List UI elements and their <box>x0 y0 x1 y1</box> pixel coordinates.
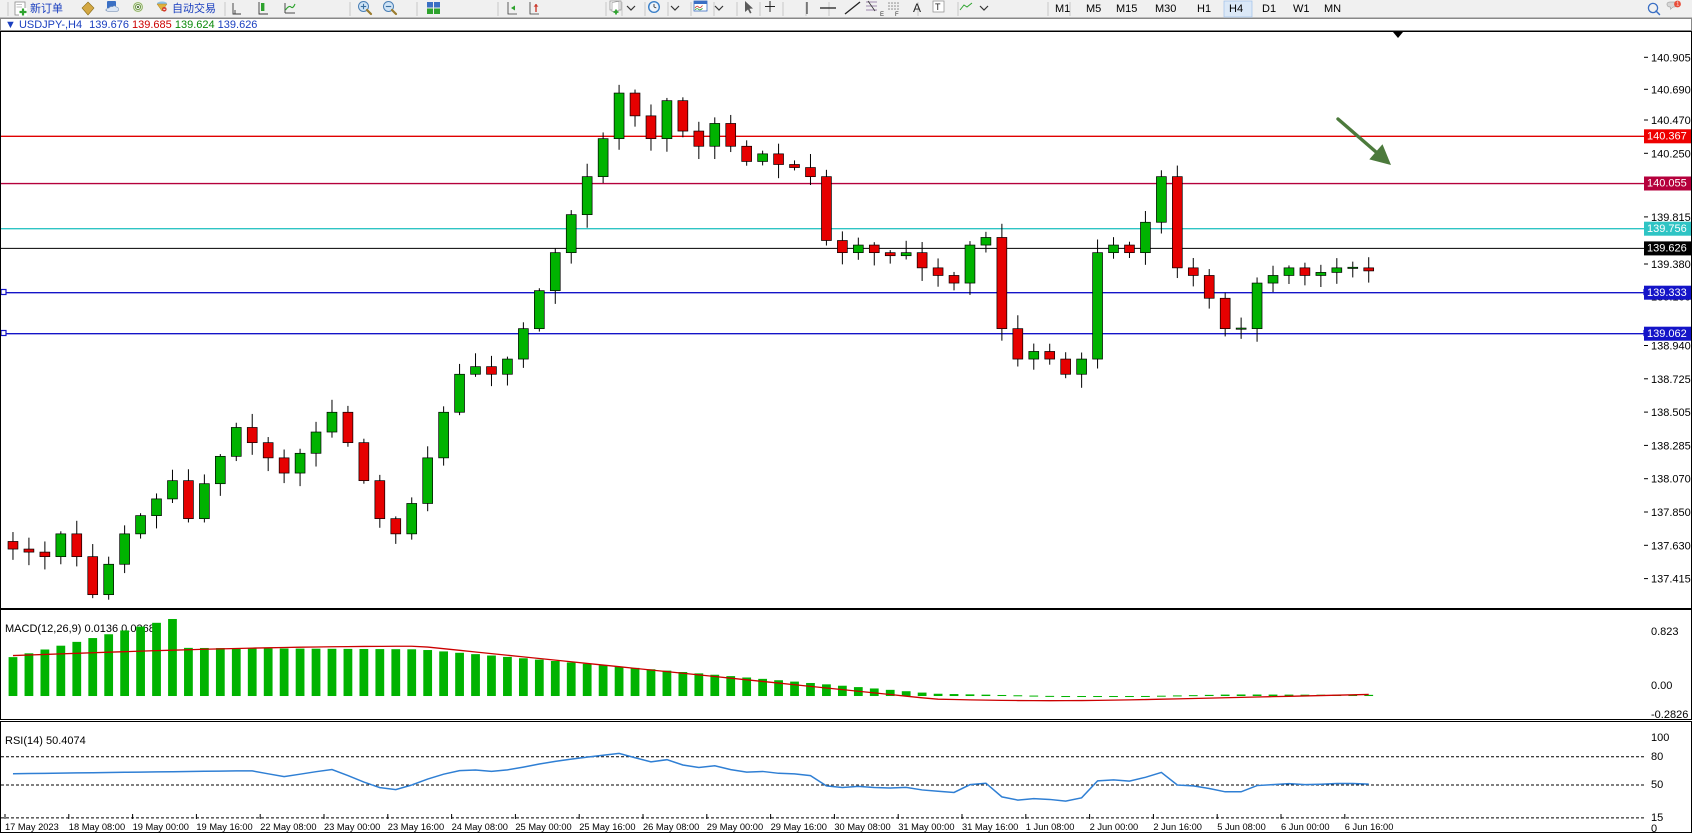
svg-text:H1: H1 <box>1197 3 1211 15</box>
svg-text:140.470: 140.470 <box>1651 115 1691 127</box>
svg-text:H4: H4 <box>1229 3 1243 15</box>
svg-text:M1: M1 <box>1055 3 1070 15</box>
svg-text:50: 50 <box>1651 779 1663 791</box>
svg-text:137.415: 137.415 <box>1651 574 1691 586</box>
svg-text:W1: W1 <box>1293 3 1310 15</box>
svg-text:31 May 00:00: 31 May 00:00 <box>898 822 954 832</box>
svg-text:17 May 2023: 17 May 2023 <box>5 822 59 832</box>
svg-text:0: 0 <box>1651 823 1657 833</box>
svg-text:139.333: 139.333 <box>1647 287 1687 299</box>
svg-text:RSI(14) 50.4074: RSI(14) 50.4074 <box>5 735 86 747</box>
svg-text:MACD(12,26,9) 0.0136 0.0368: MACD(12,26,9) 0.0136 0.0368 <box>5 623 155 635</box>
svg-text:新订单: 新订单 <box>30 1 63 15</box>
svg-text:6 Jun 00:00: 6 Jun 00:00 <box>1281 822 1330 832</box>
svg-text:138.070: 138.070 <box>1651 474 1691 486</box>
svg-text:19 May 00:00: 19 May 00:00 <box>133 822 189 832</box>
svg-text:M5: M5 <box>1086 3 1101 15</box>
svg-text:139.626: 139.626 <box>1647 243 1687 255</box>
svg-text:22 May 08:00: 22 May 08:00 <box>260 822 316 832</box>
svg-text:100: 100 <box>1651 732 1669 744</box>
svg-text:139.756: 139.756 <box>1647 223 1687 235</box>
svg-text:2 Jun 00:00: 2 Jun 00:00 <box>1090 822 1139 832</box>
svg-text:19 May 16:00: 19 May 16:00 <box>196 822 252 832</box>
svg-text:140.367: 140.367 <box>1647 131 1687 143</box>
svg-text:138.940: 138.940 <box>1651 341 1691 353</box>
svg-text:M15: M15 <box>1116 3 1137 15</box>
svg-text:139.380: 139.380 <box>1651 259 1691 271</box>
svg-text:140.690: 140.690 <box>1651 84 1691 96</box>
svg-text:138.505: 138.505 <box>1651 407 1691 419</box>
svg-text:MN: MN <box>1324 3 1341 15</box>
svg-text:自动交易: 自动交易 <box>172 1 216 15</box>
svg-text:29 May 00:00: 29 May 00:00 <box>707 822 763 832</box>
svg-text:137.850: 137.850 <box>1651 507 1691 519</box>
svg-text:M30: M30 <box>1155 3 1176 15</box>
svg-text:0.823: 0.823 <box>1651 626 1679 638</box>
svg-text:0.00: 0.00 <box>1651 680 1672 692</box>
svg-text:140.905: 140.905 <box>1651 52 1691 64</box>
svg-text:24 May 08:00: 24 May 08:00 <box>452 822 508 832</box>
svg-text:140.055: 140.055 <box>1647 178 1687 190</box>
svg-text:1: 1 <box>1676 2 1679 8</box>
svg-text:138.725: 138.725 <box>1651 374 1691 386</box>
svg-text:18 May 08:00: 18 May 08:00 <box>69 822 125 832</box>
svg-text:25 May 00:00: 25 May 00:00 <box>515 822 571 832</box>
svg-text:26 May 08:00: 26 May 08:00 <box>643 822 699 832</box>
svg-text:23 May 00:00: 23 May 00:00 <box>324 822 380 832</box>
svg-text:D1: D1 <box>1262 3 1276 15</box>
svg-text:-0.2826: -0.2826 <box>1651 709 1688 720</box>
svg-text:23 May 16:00: 23 May 16:00 <box>388 822 444 832</box>
svg-text:29 May 16:00: 29 May 16:00 <box>771 822 827 832</box>
svg-text:A: A <box>913 1 921 15</box>
svg-text:80: 80 <box>1651 751 1663 763</box>
svg-text:31 May 16:00: 31 May 16:00 <box>962 822 1018 832</box>
svg-text:138.285: 138.285 <box>1651 440 1691 452</box>
svg-text:137.630: 137.630 <box>1651 540 1691 552</box>
svg-text:1 Jun 08:00: 1 Jun 08:00 <box>1026 822 1075 832</box>
svg-text:30 May 08:00: 30 May 08:00 <box>834 822 890 832</box>
svg-text:139.062: 139.062 <box>1647 328 1687 340</box>
svg-text:T: T <box>935 2 941 12</box>
svg-text:25 May 16:00: 25 May 16:00 <box>579 822 635 832</box>
svg-text:6 Jun 16:00: 6 Jun 16:00 <box>1345 822 1394 832</box>
svg-text:5 Jun 08:00: 5 Jun 08:00 <box>1217 822 1266 832</box>
svg-text:2 Jun 16:00: 2 Jun 16:00 <box>1153 822 1202 832</box>
svg-text:140.250: 140.250 <box>1651 148 1691 160</box>
